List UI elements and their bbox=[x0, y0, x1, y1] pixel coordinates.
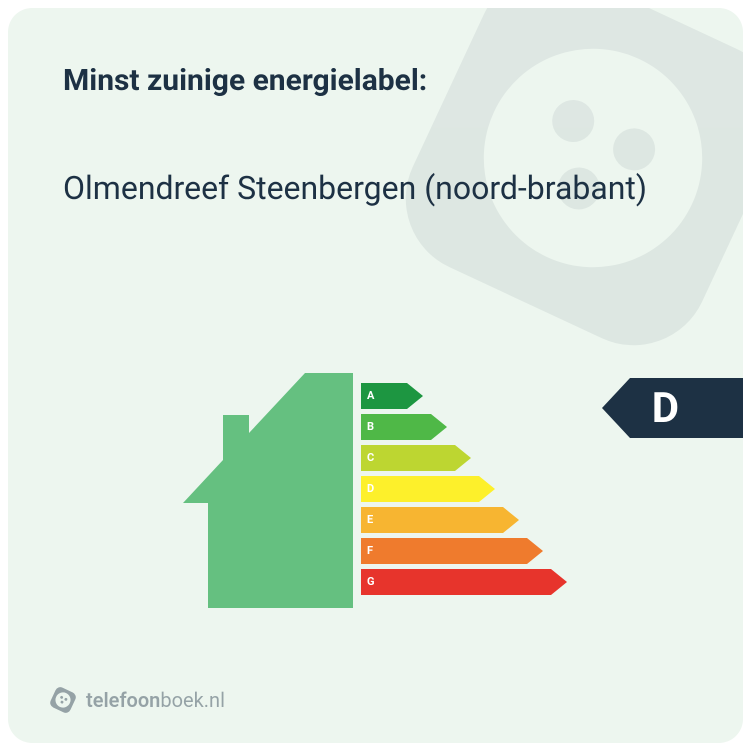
energy-bar-f: F bbox=[361, 538, 661, 564]
bar-letter: G bbox=[367, 569, 375, 595]
footer-logo-icon bbox=[50, 687, 76, 713]
info-card: Minst zuinige energielabel: Olmendreef S… bbox=[8, 8, 743, 743]
page-title: Minst zuinige energielabel: bbox=[63, 63, 427, 98]
location-subtitle: Olmendreef Steenbergen (noord-brabant) bbox=[63, 168, 688, 208]
house-icon bbox=[183, 373, 353, 608]
bar-letter: D bbox=[367, 476, 374, 502]
brand-bold: telefoon bbox=[86, 688, 160, 712]
energy-bar-e: E bbox=[361, 507, 661, 533]
current-label-tag: D bbox=[630, 378, 743, 438]
bar-letter: E bbox=[367, 507, 373, 533]
current-label-letter: D bbox=[630, 384, 743, 433]
brand-thin: boek bbox=[160, 688, 203, 712]
bar-letter: A bbox=[367, 383, 374, 409]
footer-brand: telefoonboek.nl bbox=[50, 687, 225, 713]
brand-suffix: .nl bbox=[204, 688, 225, 712]
tag-arrowhead bbox=[602, 378, 630, 438]
bar-letter: C bbox=[367, 445, 374, 471]
energy-bar-g: G bbox=[361, 569, 661, 595]
bar-letter: F bbox=[367, 538, 373, 564]
footer-brand-text: telefoonboek.nl bbox=[86, 688, 225, 712]
bar-letter: B bbox=[367, 414, 374, 440]
energy-bar-c: C bbox=[361, 445, 661, 471]
energy-bar-d: D bbox=[361, 476, 661, 502]
